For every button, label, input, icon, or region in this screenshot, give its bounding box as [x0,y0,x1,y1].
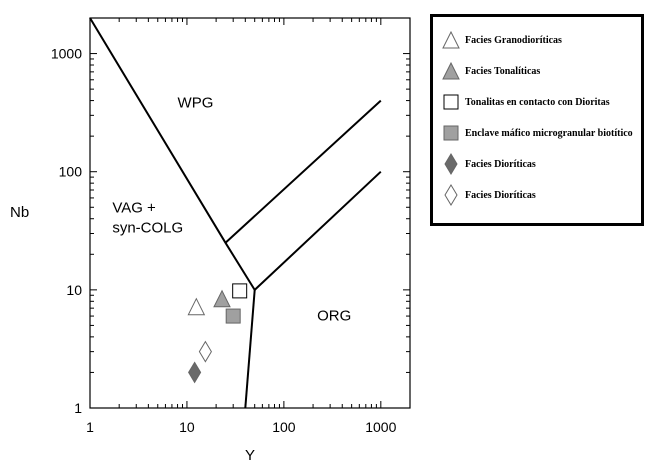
legend-marker-triangle-gray [442,61,460,80]
boundary-vag-wpg [89,17,256,291]
x-axis-title: Y [245,447,255,462]
plot-frame [89,17,411,409]
legend-marker-shape [444,184,458,206]
legend-item: Enclave máfico microgranular biotítico [441,122,633,144]
y-tick-label: 1 [74,400,82,416]
legend-label: Facies Dioríticas [465,189,536,201]
legend-marker-triangle-open [442,30,460,49]
x-tick-label: 10 [179,419,195,435]
region-label-vag: VAG + syn-COLG [112,200,183,237]
y-tick-labels: 1 10 100 1000 [51,46,82,416]
legend-label: Tonalitas en contacto con Dioritas [465,96,610,108]
legend-marker-diamond-open [444,184,458,206]
region-labels: WPG VAG + syn-COLG ORG [112,94,351,324]
legend-marker-shape [443,94,459,110]
legend-marker-shape [442,30,460,49]
legend-label: Facies Dioríticas [465,158,536,170]
legend-label: Facies Tonalíticas [465,65,541,77]
legend-marker-diamond-dark [444,153,458,175]
minor-ticks [90,17,411,408]
legend-item: Facies Granodioríticas [441,29,562,51]
legend-item: Facies Tonalíticas [441,60,540,82]
region-label-wpg: WPG [178,94,214,111]
data-point-triangle-gray [213,289,231,308]
region-label-org: ORG [317,308,351,325]
x-tick-labels: 1 10 100 1000 [86,419,396,435]
data-point-triangle-open [187,297,206,316]
data-point-square-gray [225,308,241,324]
x-tick-label: 100 [272,419,296,435]
major-ticks [89,18,410,409]
legend-label: Facies Granodioríticas [465,34,562,46]
legend-marker-square-gray [443,125,459,141]
y-tick-label: 1000 [51,46,82,62]
legend-item: Facies Dioríticas [441,184,536,206]
legend-marker-shape [444,153,458,175]
boundary-lines [89,17,382,409]
boundary-vag-org [244,289,256,409]
x-tick-label: 1 [86,419,94,435]
data-points [187,283,248,384]
y-tick-label: 100 [59,164,83,180]
legend-marker-shape [443,125,459,141]
boundary-wpg-org [254,170,382,291]
data-point-square-open [232,283,248,299]
data-point-diamond-dark [188,361,202,384]
y-tick-label: 10 [66,282,82,298]
legend: Facies Granodioríticas Facies Tonalíticas… [430,14,644,226]
legend-marker-square-open [443,94,459,110]
boundary-wpg-split [224,99,382,244]
x-tick-label: 1000 [365,419,396,435]
legend-label: Enclave máfico microgranular biotítico [465,127,633,139]
legend-item: Tonalitas en contacto con Dioritas [441,91,610,113]
legend-item: Facies Dioríticas [441,153,536,175]
legend-marker-shape [442,61,460,80]
y-axis-title: Nb [10,204,29,221]
data-point-diamond-open [198,340,212,363]
